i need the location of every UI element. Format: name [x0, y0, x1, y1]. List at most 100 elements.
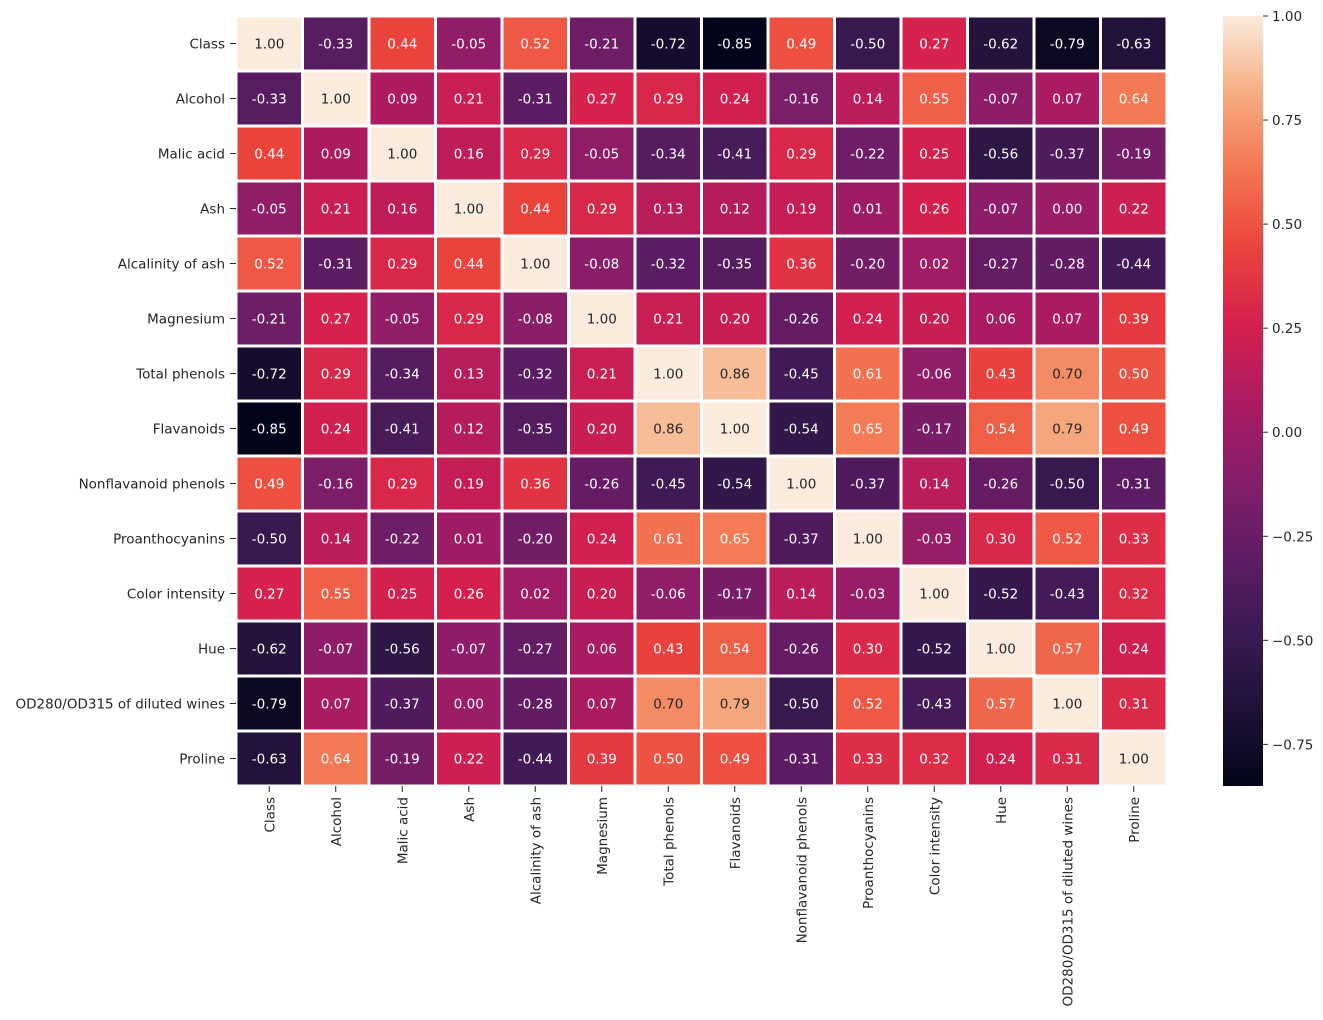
x-tick-label: Flavanoids [728, 797, 744, 869]
cell-value-label: 0.21 [321, 202, 351, 218]
heatmap-cell [966, 729, 1036, 788]
y-tick-labels: Class Alcohol Malic acid Ash Alcalinity of a… [16, 37, 236, 768]
cell-value-label: -0.37 [850, 477, 885, 493]
cell-value-label: 0.24 [321, 422, 351, 438]
cell-value-label: 0.29 [786, 147, 816, 163]
cell-value-label: -0.62 [252, 642, 287, 658]
x-tick-labels: Class Alcohol Malic acid Ash Alcalinity of a… [262, 786, 1143, 1007]
heatmap-cell [367, 234, 437, 293]
heatmap-cell [899, 234, 969, 293]
cell-value-label: -0.31 [518, 92, 553, 108]
cell-value-label: -0.45 [784, 367, 819, 383]
heatmap-cell [700, 564, 770, 623]
heatmap-cell [1099, 234, 1169, 293]
cell-value-label: 0.27 [321, 312, 351, 328]
heatmap-cell [1099, 179, 1169, 238]
cell-value-label: 0.06 [986, 312, 1016, 328]
cell-value-label: 0.12 [720, 202, 750, 218]
x-tick-label: Nonflavanoid phenols [794, 797, 810, 943]
cell-value-label: 1.00 [986, 642, 1016, 658]
x-tick-label: Color intensity [927, 797, 943, 895]
heatmap-cell [700, 124, 770, 183]
cell-value-label: 0.01 [454, 532, 484, 548]
heatmap-cell [766, 454, 836, 513]
y-tick-label: Total phenols [135, 367, 225, 383]
cell-value-label: 0.44 [387, 37, 417, 53]
cell-value-label: -0.20 [850, 257, 885, 273]
cell-value-label: -0.37 [1050, 147, 1085, 163]
cell-value-label: 1.00 [919, 587, 949, 603]
cell-value-label: 0.31 [1119, 697, 1149, 713]
cell-value-label: 0.22 [454, 752, 484, 768]
cell-value-label: 0.33 [1119, 532, 1149, 548]
cell-value-label: -0.21 [584, 37, 619, 53]
heatmap-cell [500, 399, 570, 458]
y-tick-label: Magnesium [147, 312, 225, 328]
cell-value-label: -0.52 [917, 642, 952, 658]
cell-value-label: 0.24 [1119, 642, 1149, 658]
cell-value-label: 0.29 [454, 312, 484, 328]
cell-value-label: 1.00 [587, 312, 617, 328]
cell-value-label: 0.55 [919, 92, 949, 108]
cell-value-label: -0.17 [917, 422, 952, 438]
colorbar-tick-label: 0.25 [1272, 321, 1302, 337]
cell-value-label: 0.07 [587, 697, 617, 713]
heatmap-cell [434, 179, 504, 238]
heatmap-cell [234, 399, 304, 458]
cell-value-label: -0.31 [1116, 477, 1151, 493]
cell-value-label: -0.05 [584, 147, 619, 163]
cell-value-label: -0.41 [385, 422, 420, 438]
cell-value-label: -0.85 [717, 37, 752, 53]
cell-value-label: -0.20 [518, 532, 553, 548]
cell-value-label: -0.72 [252, 367, 287, 383]
cell-value-label: 0.07 [1052, 312, 1082, 328]
cell-value-label: -0.79 [1050, 37, 1085, 53]
cell-value-label: 0.70 [653, 697, 683, 713]
heatmap-cell [700, 289, 770, 348]
cell-value-label: 0.44 [520, 202, 550, 218]
cell-value-label: 0.49 [1119, 422, 1149, 438]
heatmap-cell [833, 399, 903, 458]
heatmap-cell [500, 729, 570, 788]
cell-value-label: 0.27 [254, 587, 284, 603]
cell-value-label: 0.30 [853, 642, 883, 658]
cell-value-label: 0.52 [1052, 532, 1082, 548]
cell-value-label: -0.06 [917, 367, 952, 383]
heatmap-cell [766, 69, 836, 128]
cell-value-label: 0.14 [853, 92, 883, 108]
cell-value-label: -0.85 [252, 422, 287, 438]
y-tick-label: Nonflavanoid phenols [79, 477, 225, 493]
cell-value-label: 0.55 [321, 587, 351, 603]
cell-value-label: -0.07 [983, 202, 1018, 218]
cell-value-label: -0.05 [252, 202, 287, 218]
y-tick-label: Ash [200, 202, 225, 218]
cell-value-label: -0.06 [651, 587, 686, 603]
cell-value-label: 1.00 [387, 147, 417, 163]
x-tick-label: Total phenols [661, 797, 677, 887]
heatmap-cell [1099, 454, 1169, 513]
cell-value-label: 0.33 [853, 752, 883, 768]
cell-value-label: 0.49 [254, 477, 284, 493]
cell-value-label: -0.50 [850, 37, 885, 53]
cell-value-label: 0.27 [919, 37, 949, 53]
heatmap-cell [567, 729, 637, 788]
cell-value-label: -0.26 [784, 312, 819, 328]
cell-value-label: -0.22 [385, 532, 420, 548]
colorbar-tick-label: −0.75 [1272, 737, 1313, 753]
cell-value-label: 0.25 [919, 147, 949, 163]
heatmap-cell [1099, 674, 1169, 733]
cell-value-label: 0.27 [587, 92, 617, 108]
cell-value-label: -0.54 [784, 422, 819, 438]
cell-value-label: -0.44 [518, 752, 553, 768]
heatmap-cell [367, 69, 437, 128]
heatmap-cell [500, 509, 570, 568]
heatmap-cells: 1.00 -0.33 0.44 -0.05 0.52 -0.21 -0.72 -0.85 0.4… [234, 14, 1169, 788]
cell-value-label: 0.21 [454, 92, 484, 108]
cell-value-label: -0.08 [518, 312, 553, 328]
cell-value-label: 0.31 [1052, 752, 1082, 768]
cell-value-label: 0.29 [653, 92, 683, 108]
cell-value-label: 0.86 [720, 367, 750, 383]
x-tick-label: Proline [1127, 797, 1143, 843]
heatmap-cell [1099, 729, 1169, 788]
